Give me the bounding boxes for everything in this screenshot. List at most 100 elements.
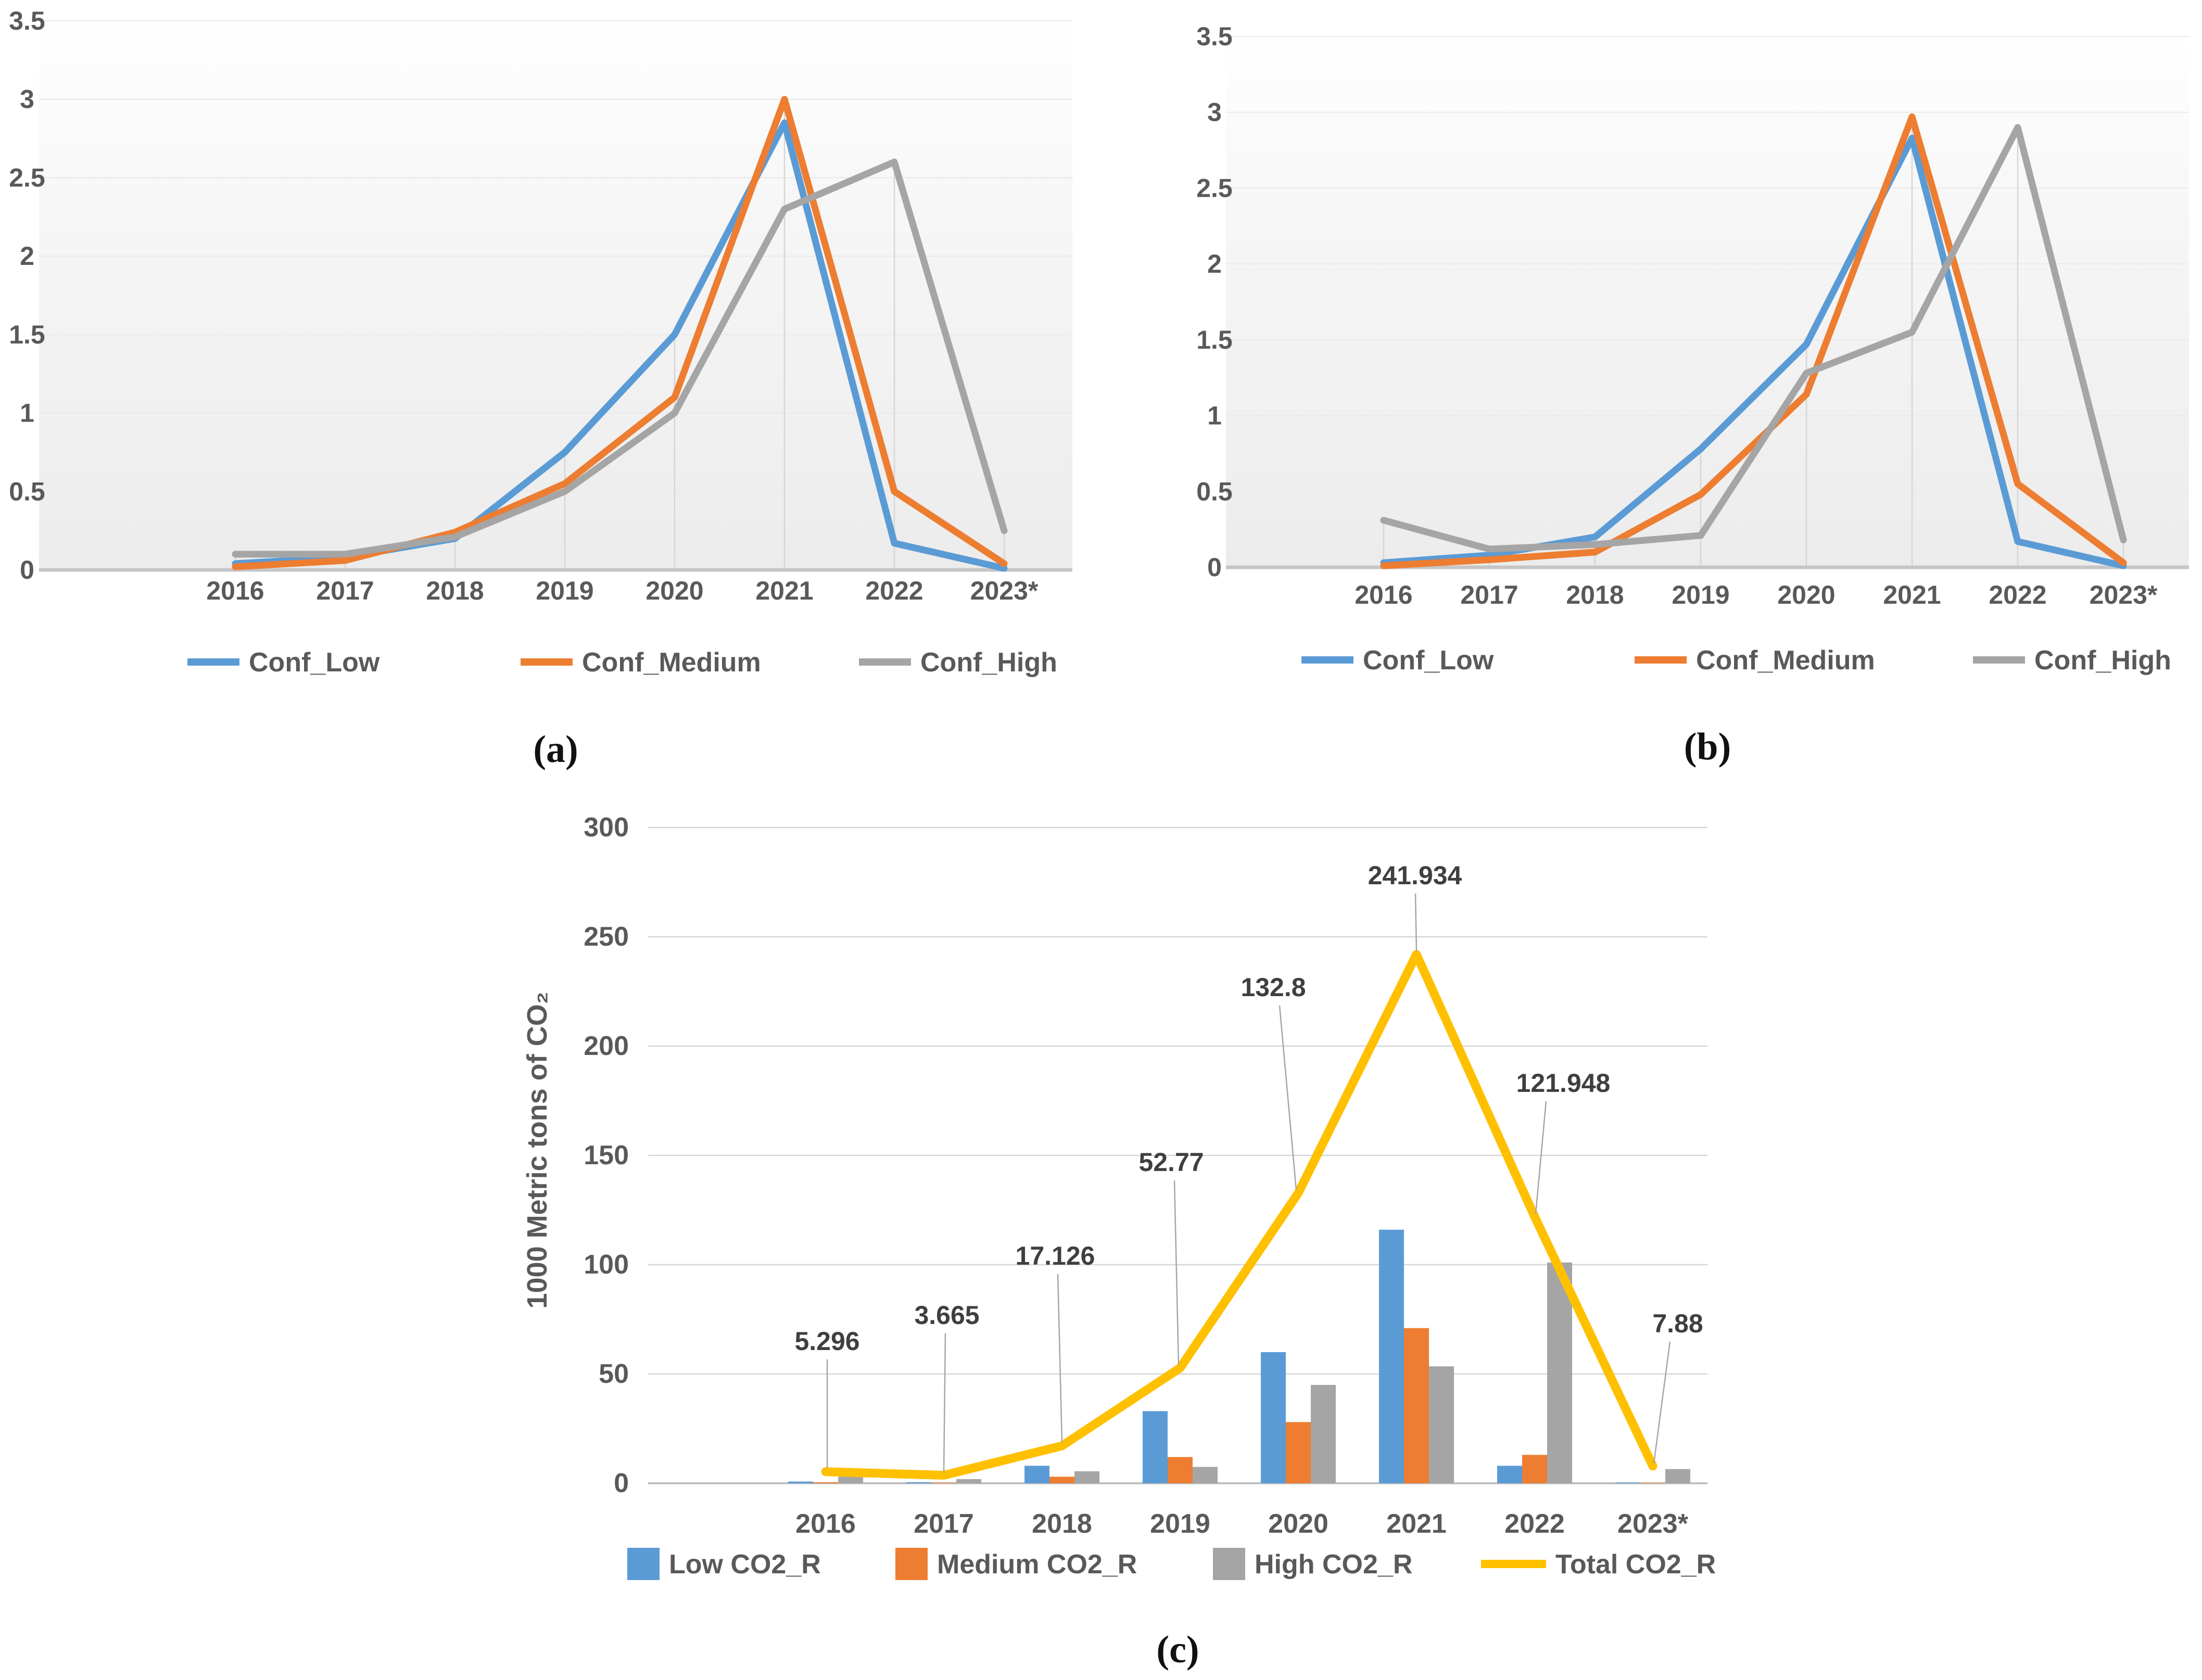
y-tick-label: 0 <box>614 1468 629 1498</box>
data-label-leader <box>1653 1341 1671 1464</box>
legend-label: Conf_High <box>2034 645 2171 676</box>
legend-label: High CO2_R <box>1255 1549 1412 1580</box>
data-label-leader <box>943 1333 946 1473</box>
x-tick-label: 2016 <box>206 576 264 605</box>
y-tick-label: 150 <box>584 1140 629 1170</box>
legend-swatch-low-co2-r <box>627 1548 660 1580</box>
data-label-leader <box>1279 1005 1297 1190</box>
bar-high-co2-r-2021 <box>1429 1366 1454 1483</box>
data-label-leader <box>1414 893 1418 952</box>
y-tick-label: 100 <box>584 1250 629 1280</box>
x-tick-label: 2017 <box>914 1509 974 1539</box>
x-tick-label: 2020 <box>1777 580 1835 609</box>
data-label: 132.8 <box>1241 973 1306 1002</box>
x-tick-label: 2022 <box>1504 1509 1565 1539</box>
legend-label: Conf_Medium <box>1696 645 1875 676</box>
x-tick-label: 2018 <box>1566 580 1624 609</box>
y-tick-label: 3.5 <box>9 6 45 35</box>
y-tick-label: 3 <box>1207 98 1222 127</box>
legend-label: Conf_Medium <box>582 647 761 678</box>
y-tick-label: 1 <box>1207 401 1222 430</box>
y-tick-label: 2.5 <box>9 163 45 192</box>
caption-c: (c) <box>1156 1628 1199 1671</box>
x-tick-label: 2022 <box>1989 580 2046 609</box>
x-tick-label: 2017 <box>1460 580 1518 609</box>
bar-low-co2-r-2016 <box>788 1481 813 1483</box>
legend-label: Conf_Low <box>249 647 380 678</box>
x-tick-label: 2022 <box>865 576 923 605</box>
bar-low-co2-r-2022 <box>1497 1466 1522 1483</box>
x-tick-label: 2019 <box>536 576 593 605</box>
legend-label: Medium CO2_R <box>937 1549 1137 1580</box>
x-tick-label: 2021 <box>1883 580 1941 609</box>
x-tick-label: 2019 <box>1150 1509 1210 1539</box>
x-tick-label: 2023* <box>970 576 1039 605</box>
bar-medium-co2-r-2020 <box>1286 1422 1311 1483</box>
x-tick-label: 2023* <box>2090 580 2158 609</box>
bar-high-co2-r-2018 <box>1074 1471 1099 1483</box>
bar-low-co2-r-2021 <box>1379 1229 1404 1483</box>
bar-medium-co2-r-2019 <box>1168 1457 1193 1483</box>
y-tick-label: 0 <box>20 555 34 584</box>
bar-high-co2-r-2017 <box>956 1479 981 1483</box>
x-tick-label: 2019 <box>1672 580 1729 609</box>
series-line-conf_medium <box>232 96 1008 570</box>
series-line-conf_high <box>232 158 1008 558</box>
y-tick-label: 3 <box>20 85 34 114</box>
x-tick-label: 2018 <box>1032 1509 1092 1539</box>
bar-low-co2-r-2019 <box>1143 1411 1168 1483</box>
y-tick-label: 300 <box>584 812 629 843</box>
legend-swatch-medium-co2-r <box>895 1548 928 1580</box>
caption-a: (a) <box>533 728 578 771</box>
legend-swatch-high-co2-r <box>1213 1548 1245 1580</box>
data-label: 7.88 <box>1652 1309 1703 1338</box>
bar-high-co2-r-2023 <box>1665 1469 1690 1483</box>
bar-medium-co2-r-2022 <box>1522 1455 1547 1483</box>
y-tick-label: 0 <box>1207 553 1222 582</box>
plot-area <box>39 21 1072 570</box>
plot-area <box>1226 36 2189 567</box>
bar-medium-co2-r-2021 <box>1404 1328 1429 1483</box>
bar-medium-co2-r-2018 <box>1049 1477 1074 1483</box>
chart-a-line-chart: 0 0.5 1 1.5 2 2.5 3 3.5 2016 2017 2018 2019 2020 2021… <box>9 6 1072 678</box>
x-tick-label: 2021 <box>1386 1509 1447 1539</box>
bar-high-co2-r-2020 <box>1311 1385 1336 1483</box>
bar-low-co2-r-2017 <box>906 1482 931 1483</box>
y-tick-label: 1.5 <box>1196 325 1233 354</box>
y-tick-label: 3.5 <box>1196 22 1233 51</box>
data-label: 5.296 <box>794 1327 859 1356</box>
x-tick-label: 2020 <box>646 576 703 605</box>
legend-label: Total CO2_R <box>1555 1549 1716 1580</box>
data-label-leader <box>1535 1101 1547 1214</box>
caption-b: (b) <box>1684 726 1731 768</box>
series-line-conf_high <box>1380 124 2127 553</box>
bar-high-co2-r-2019 <box>1193 1467 1218 1483</box>
x-tick-label: 2021 <box>755 576 813 605</box>
legend-label: Low CO2_R <box>669 1549 821 1580</box>
series-line-conf_medium <box>1380 113 2127 569</box>
y-tick-label: 250 <box>584 922 629 952</box>
data-label: 3.665 <box>914 1301 979 1330</box>
bar-medium-co2-r-2016 <box>813 1482 838 1483</box>
y-axis-title: 1000 Metric tons of CO₂ <box>522 991 553 1308</box>
legend-label: Conf_High <box>920 647 1057 678</box>
y-tick-label: 2 <box>1207 249 1222 278</box>
y-tick-label: 2 <box>20 241 34 271</box>
y-tick-label: 0.5 <box>1196 477 1233 506</box>
x-tick-label: 2023* <box>1617 1509 1689 1539</box>
series-line-total-co2-r <box>821 950 1657 1480</box>
bar-low-co2-r-2018 <box>1024 1466 1049 1483</box>
bar-high-co2-r-2016 <box>838 1477 863 1483</box>
y-tick-label: 1.5 <box>9 320 45 349</box>
x-tick-label: 2016 <box>795 1509 856 1539</box>
data-label-leader <box>1057 1274 1063 1443</box>
y-tick-label: 1 <box>20 399 34 428</box>
data-label: 52.77 <box>1138 1148 1204 1177</box>
y-tick-label: 50 <box>599 1359 629 1389</box>
chart-b-line-chart: 0 0.5 1 1.5 2 2.5 3 3.5 2016 2017 2018 2019 2020 2021… <box>1196 22 2189 676</box>
bar-low-co2-r-2020 <box>1261 1352 1286 1483</box>
x-tick-label: 2020 <box>1268 1509 1328 1539</box>
legend-label: Conf_Low <box>1363 645 1494 676</box>
data-label: 241.934 <box>1368 861 1462 890</box>
